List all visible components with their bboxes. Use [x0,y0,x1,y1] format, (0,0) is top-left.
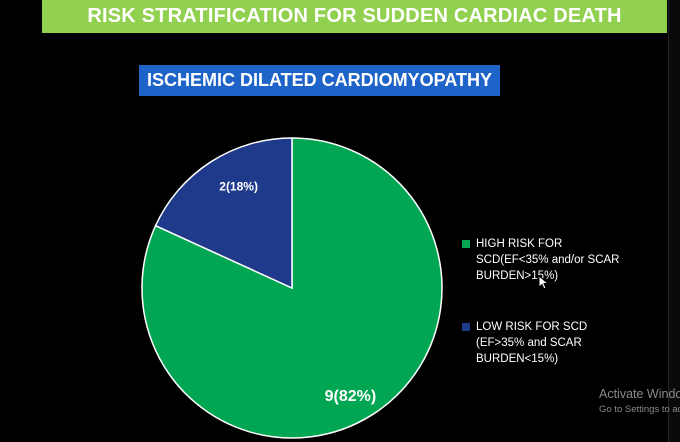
chart-title: ISCHEMIC DILATED CARDIOMYOPATHY [139,65,500,96]
legend-text-line: SCD(EF<35% and/or SCAR [476,254,620,266]
watermark-line-1: Activate Windo [599,387,680,401]
watermark-line-2: Go to Settings to ac [599,404,680,415]
legend-text-line: BURDEN>15%) [476,270,559,282]
legend-text-line: BURDEN<15%) [476,353,559,365]
legend-text-line: (EF>35% and SCAR [476,337,582,349]
window-edge [668,0,680,442]
slide-title: RISK STRATIFICATION FOR SUDDEN CARDIAC D… [42,0,667,33]
data-label-high-risk: 9(82%) [325,388,377,405]
legend-item-low-risk: LOW RISK FOR SCD (EF>35% and SCAR BURDEN… [462,319,622,367]
legend-text-line: LOW RISK FOR SCD [476,321,588,333]
mouse-cursor-icon [538,275,550,290]
data-label-low-risk: 2(18%) [219,179,258,193]
activation-watermark: Activate Windo Go to Settings to ac [599,386,680,418]
legend-item-high-risk: HIGH RISK FOR SCD(EF<35% and/or SCAR BUR… [462,236,622,284]
pie-slice-low-risk [154,137,293,290]
legend-swatch-high-risk [462,240,470,248]
legend-text-line: HIGH RISK FOR [476,238,563,250]
legend-swatch-low-risk [462,323,470,331]
